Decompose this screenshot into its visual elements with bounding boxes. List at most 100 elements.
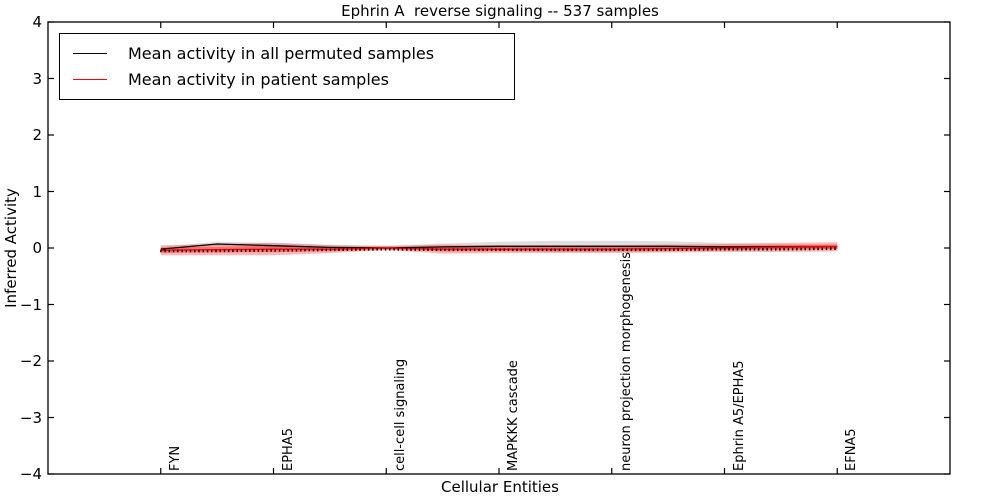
- series-line-0: [160, 243, 838, 250]
- entity-marker: [495, 248, 497, 252]
- entity-marker: [753, 248, 756, 251]
- entity-marker: [622, 248, 624, 252]
- entity-marker: [787, 247, 790, 251]
- entity-marker: [639, 248, 641, 252]
- entity-marker: [728, 248, 730, 251]
- y-tick-label: −2: [19, 352, 42, 370]
- entity-marker: [245, 249, 247, 252]
- entity-marker: [393, 248, 395, 251]
- entity-marker: [546, 248, 548, 252]
- entity-marker: [317, 248, 319, 252]
- entity-marker: [185, 249, 187, 253]
- entity-marker: [571, 248, 573, 252]
- entity-marker: [575, 248, 578, 252]
- x-tick-label: MAPKKK cascade: [506, 360, 521, 471]
- entity-marker: [804, 247, 806, 251]
- x-tick-label: EFNA5: [844, 428, 860, 471]
- x-tick-label: Ephrin A5/EPHA5: [731, 360, 747, 471]
- entity-marker: [541, 248, 544, 252]
- entity-marker: [457, 248, 459, 252]
- entity-marker: [440, 248, 442, 252]
- entity-marker: [321, 248, 323, 252]
- entity-marker: [592, 248, 594, 252]
- entity-marker: [384, 248, 387, 251]
- y-tick-label: 4: [32, 13, 42, 31]
- entity-marker: [312, 248, 315, 252]
- entity-marker: [736, 248, 739, 251]
- entity-marker: [278, 249, 281, 252]
- entity-marker: [228, 249, 230, 253]
- entity-marker: [821, 247, 823, 251]
- entity-marker: [406, 248, 408, 251]
- entity-marker: [745, 248, 747, 251]
- entity-marker: [448, 248, 450, 252]
- entity-marker: [473, 248, 476, 252]
- entity-marker: [685, 248, 688, 251]
- entity-marker: [478, 248, 480, 252]
- entity-marker: [177, 249, 179, 253]
- entity-marker: [550, 248, 552, 252]
- entity-marker: [410, 248, 412, 251]
- entity-marker: [435, 248, 438, 252]
- entity-marker: [194, 249, 196, 253]
- entity-marker: [172, 249, 175, 253]
- entity-marker: [160, 249, 162, 253]
- entity-marker: [359, 248, 361, 251]
- y-tick-label: −3: [19, 408, 42, 427]
- entity-marker: [219, 249, 221, 253]
- entity-marker: [329, 248, 332, 252]
- entity-marker: [558, 248, 561, 252]
- legend-entry-label: Mean activity in all permuted samples: [128, 44, 435, 63]
- y-tick-label: 0: [32, 239, 42, 257]
- legend: Mean activity in all permuted samples Mea…: [59, 33, 515, 100]
- entity-marker: [346, 248, 349, 251]
- entity-marker: [444, 248, 446, 252]
- entity-marker: [274, 249, 276, 252]
- entity-marker: [584, 248, 586, 252]
- entity-marker: [516, 248, 518, 252]
- entity-marker: [308, 248, 310, 252]
- entity-marker: [647, 248, 650, 252]
- entity-marker: [660, 248, 662, 252]
- entity-marker: [236, 249, 238, 253]
- entity-marker: [223, 249, 226, 253]
- entity-marker: [253, 249, 255, 252]
- entity-marker: [618, 248, 620, 252]
- entity-marker: [698, 248, 700, 251]
- entity-marker: [270, 249, 272, 252]
- entity-marker: [295, 248, 298, 252]
- entity-marker: [664, 248, 667, 252]
- entity-marker: [613, 248, 616, 252]
- entity-marker: [652, 248, 654, 252]
- entity-marker: [533, 248, 535, 252]
- entity-marker: [567, 248, 569, 252]
- legend-entry: Mean activity in patient samples: [73, 70, 514, 89]
- entity-marker: [601, 248, 603, 252]
- entity-marker: [355, 248, 357, 251]
- entity-marker: [431, 248, 433, 251]
- entity-marker: [452, 248, 455, 252]
- legend-entry: Mean activity in all permuted samples: [73, 44, 514, 63]
- y-tick-label: 2: [32, 126, 42, 144]
- entity-marker: [486, 248, 488, 252]
- entity-marker: [206, 249, 209, 253]
- entity-marker: [563, 248, 565, 252]
- entity-marker: [215, 249, 217, 253]
- entity-marker: [830, 247, 832, 251]
- legend-line-sample: [73, 53, 107, 54]
- entity-marker: [588, 248, 590, 252]
- entity-marker: [715, 248, 717, 251]
- entity-marker: [376, 248, 378, 251]
- entity-marker: [351, 248, 353, 251]
- entity-marker: [707, 248, 709, 251]
- entity-marker: [414, 248, 416, 251]
- entity-marker: [283, 249, 285, 252]
- entity-marker: [605, 248, 607, 252]
- entity-marker: [673, 248, 675, 252]
- entity-marker: [469, 248, 472, 252]
- entity-marker: [338, 248, 340, 251]
- entity-marker: [507, 248, 510, 252]
- entity-marker: [249, 249, 251, 252]
- entity-marker: [482, 248, 484, 252]
